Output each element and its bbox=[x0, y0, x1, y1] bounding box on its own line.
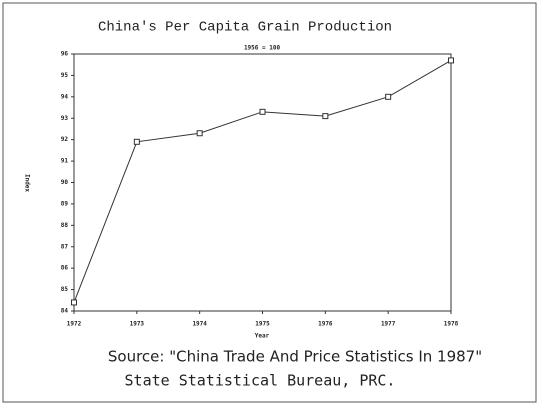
y-tick-label: 88 bbox=[61, 222, 69, 229]
x-axis-label: Year bbox=[255, 333, 270, 340]
x-tick-label: 1974 bbox=[192, 321, 207, 328]
chart-title: China's Per Capita Grain Production bbox=[98, 20, 392, 36]
y-tick-label: 90 bbox=[61, 179, 69, 186]
marker bbox=[259, 108, 266, 115]
chart-subtitle: 1956 = 100 bbox=[244, 45, 281, 52]
source-line: State Statistical Bureau, PRC. bbox=[125, 372, 396, 390]
x-tick-label: 1978 bbox=[444, 321, 459, 328]
marker bbox=[322, 113, 329, 120]
x-tick-label: 1975 bbox=[255, 321, 270, 328]
y-tick-label: 94 bbox=[61, 93, 69, 100]
marker bbox=[133, 138, 140, 145]
y-tick-label: 87 bbox=[61, 243, 69, 250]
x-tick-label: 1976 bbox=[318, 321, 333, 328]
marker bbox=[196, 130, 203, 137]
plot-area bbox=[73, 53, 452, 312]
source-line: Source: "China Trade And Price Statistic… bbox=[108, 348, 482, 366]
y-tick-label: 91 bbox=[61, 158, 69, 165]
x-tick-label: 1972 bbox=[67, 321, 82, 328]
y-tick-label: 89 bbox=[61, 200, 69, 207]
x-tick-label: 1977 bbox=[381, 321, 396, 328]
y-tick-label: 84 bbox=[61, 308, 69, 315]
marker bbox=[385, 93, 392, 100]
y-axis-label: Index bbox=[24, 174, 31, 192]
y-tick-label: 86 bbox=[61, 265, 69, 272]
line bbox=[73, 59, 452, 303]
y-tick-label: 85 bbox=[61, 286, 69, 293]
x-tick-label: 1973 bbox=[130, 321, 145, 328]
y-tick-label: 93 bbox=[61, 115, 69, 122]
frame bbox=[2, 2, 537, 403]
marker bbox=[448, 57, 454, 64]
y-tick-label: 92 bbox=[61, 136, 69, 143]
y-tick-label: 95 bbox=[61, 72, 69, 79]
marker bbox=[71, 299, 77, 306]
y-tick-label: 96 bbox=[61, 51, 69, 58]
